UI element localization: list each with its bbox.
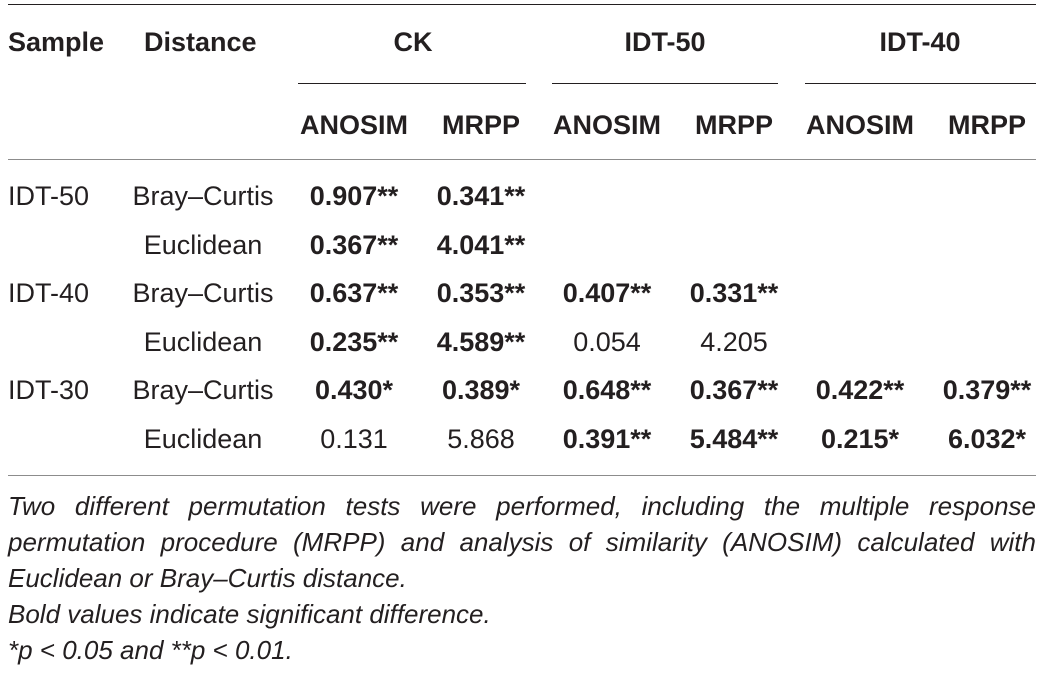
- subheader-idt50-mrpp: MRPP: [694, 110, 774, 140]
- table-value-cell: 0.422**: [815, 375, 905, 405]
- group-rule-ck: [298, 83, 526, 84]
- table-value-cell: 5.484**: [689, 424, 779, 454]
- subheader-ck-mrpp: MRPP: [441, 110, 521, 140]
- group-rule-idt40: [805, 83, 1036, 84]
- row-sample-label: IDT-30: [8, 375, 90, 405]
- table-value-cell: 0.331**: [689, 278, 779, 308]
- header-distance: Distance: [144, 27, 257, 57]
- subheader-ck-anosim: ANOSIM: [300, 110, 408, 140]
- header-rule: [8, 159, 1036, 160]
- table-value-cell: 0.367**: [689, 375, 779, 405]
- table-value-cell: 0.353**: [436, 278, 526, 308]
- row-distance-label: Bray–Curtis: [132, 278, 274, 308]
- subheader-idt50-anosim: ANOSIM: [553, 110, 661, 140]
- table-value-cell: 0.407**: [562, 278, 652, 308]
- row-sample-label: IDT-50: [8, 181, 90, 211]
- table-footnotes: Two different permutation tests were per…: [8, 488, 1036, 668]
- table-value-cell: 0.215*: [820, 424, 900, 454]
- table-value-cell: 0.907**: [309, 181, 399, 211]
- table-value-cell: 6.032*: [947, 424, 1027, 454]
- table-value-cell: 0.131: [320, 424, 388, 454]
- row-sample-label: IDT-40: [8, 278, 90, 308]
- table-value-cell: 0.054: [573, 327, 641, 357]
- group-rule-idt50: [552, 83, 778, 84]
- subheader-idt40-anosim: ANOSIM: [806, 110, 914, 140]
- table-value-cell: 0.391**: [562, 424, 652, 454]
- table-value-cell: 0.367**: [309, 230, 399, 260]
- header-group-ck: CK: [393, 27, 433, 57]
- table-value-cell: 0.389*: [441, 375, 521, 405]
- table-value-cell: 4.041**: [436, 230, 526, 260]
- table-value-cell: 0.341**: [436, 181, 526, 211]
- row-distance-label: Euclidean: [143, 327, 263, 357]
- row-distance-label: Bray–Curtis: [132, 181, 274, 211]
- top-rule: [8, 4, 1036, 5]
- row-distance-label: Euclidean: [143, 424, 263, 454]
- subheader-idt40-mrpp: MRPP: [947, 110, 1027, 140]
- row-distance-label: Euclidean: [143, 230, 263, 260]
- table-value-cell: 4.205: [700, 327, 768, 357]
- table-value-cell: 0.235**: [309, 327, 399, 357]
- row-distance-label: Bray–Curtis: [132, 375, 274, 405]
- header-sample: Sample: [8, 27, 105, 57]
- bottom-rule: [8, 475, 1036, 476]
- table-value-cell: 0.430*: [314, 375, 394, 405]
- table-value-cell: 0.648**: [562, 375, 652, 405]
- footnote-bold: Bold values indicate significant differe…: [8, 599, 491, 629]
- table-value-cell: 4.589**: [436, 327, 526, 357]
- footnote-methods: Two different permutation tests were per…: [8, 491, 1036, 593]
- table-value-cell: 5.868: [447, 424, 515, 454]
- header-group-idt50: IDT-50: [624, 27, 706, 57]
- header-group-idt40: IDT-40: [879, 27, 961, 57]
- footnote-significance: *p < 0.05 and **p < 0.01.: [8, 635, 293, 665]
- table-value-cell: 0.637**: [309, 278, 399, 308]
- table-value-cell: 0.379**: [942, 375, 1032, 405]
